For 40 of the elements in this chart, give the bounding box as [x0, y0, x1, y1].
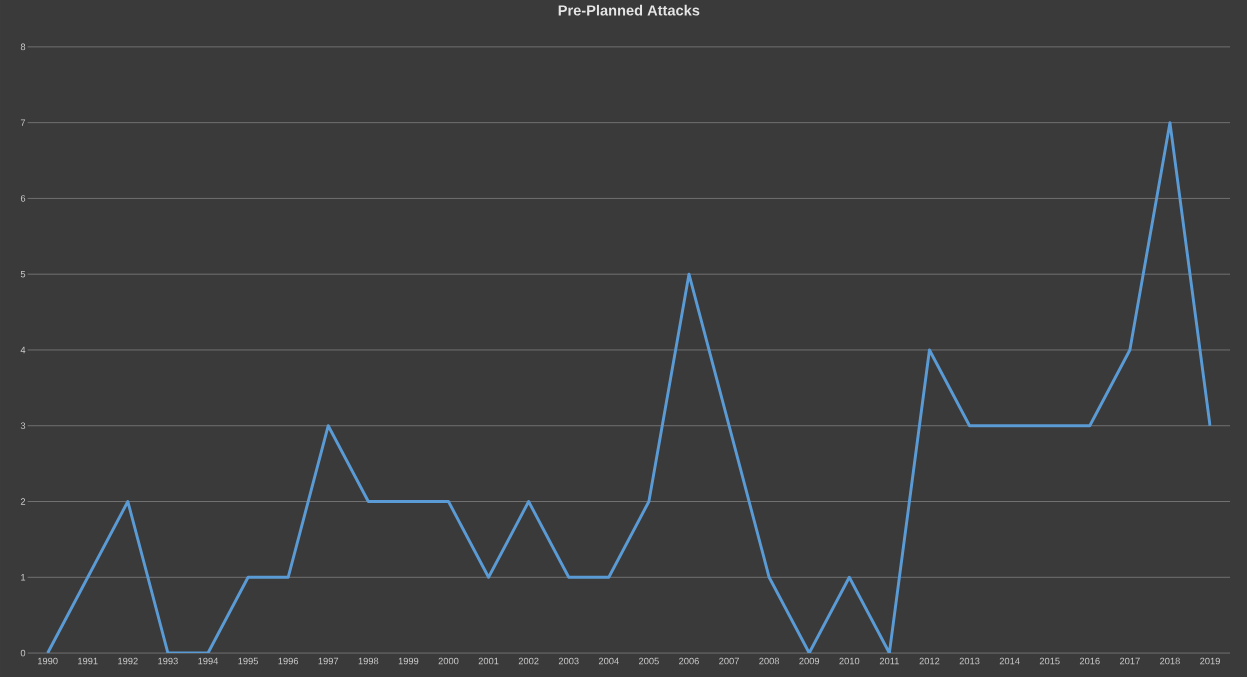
x-tick-label: 2006 [679, 657, 699, 665]
x-tick-label: 1990 [38, 657, 58, 665]
x-tick-label: 2005 [639, 657, 659, 665]
x-tick-label: 2011 [879, 657, 899, 665]
x-tick-label: 2015 [1039, 657, 1060, 665]
y-tick-label: 0 [20, 649, 26, 657]
x-tick-label: 2010 [839, 657, 860, 665]
y-tick-label: 5 [20, 270, 26, 278]
y-tick-label: 2 [20, 498, 26, 505]
x-tick-label: 2016 [1079, 657, 1100, 665]
chart-title: Pre-Planned Attacks [558, 4, 700, 16]
x-tick-label: 1997 [318, 657, 339, 665]
x-tick-label: 2014 [999, 657, 1020, 665]
x-tick-label: 1999 [398, 657, 419, 665]
x-tick-label: 1993 [158, 657, 178, 665]
x-tick-label: 2008 [759, 657, 780, 665]
x-tick-label: 2017 [1119, 657, 1140, 665]
x-tick-label: 1996 [278, 657, 299, 665]
x-tick-label: 2013 [959, 657, 980, 665]
x-tick-label: 1991 [78, 657, 98, 665]
x-tick-label: 2003 [558, 657, 579, 665]
x-tick-label: 2007 [719, 657, 739, 665]
x-tick-label: 2002 [518, 657, 539, 665]
x-tick-label: 2012 [919, 657, 940, 665]
y-tick-label: 1 [21, 574, 26, 581]
y-tick-label: 7 [20, 119, 26, 126]
x-tick-label: 1995 [238, 657, 259, 665]
x-tick-label: 1994 [198, 657, 219, 665]
x-tick-label: 2009 [799, 657, 820, 665]
x-tick-label: 2019 [1200, 657, 1220, 665]
x-tick-label: 2004 [598, 657, 619, 665]
y-tick-label: 8 [20, 43, 26, 51]
y-tick-label: 6 [20, 195, 26, 202]
x-tick-label: 2001 [478, 657, 499, 665]
x-tick-label: 2018 [1160, 657, 1180, 665]
y-tick-label: 3 [20, 422, 26, 430]
x-tick-label: 1998 [358, 657, 379, 665]
y-tick-label: 4 [20, 346, 26, 354]
x-tick-label: 1992 [118, 657, 138, 665]
x-tick-label: 2000 [438, 657, 459, 665]
